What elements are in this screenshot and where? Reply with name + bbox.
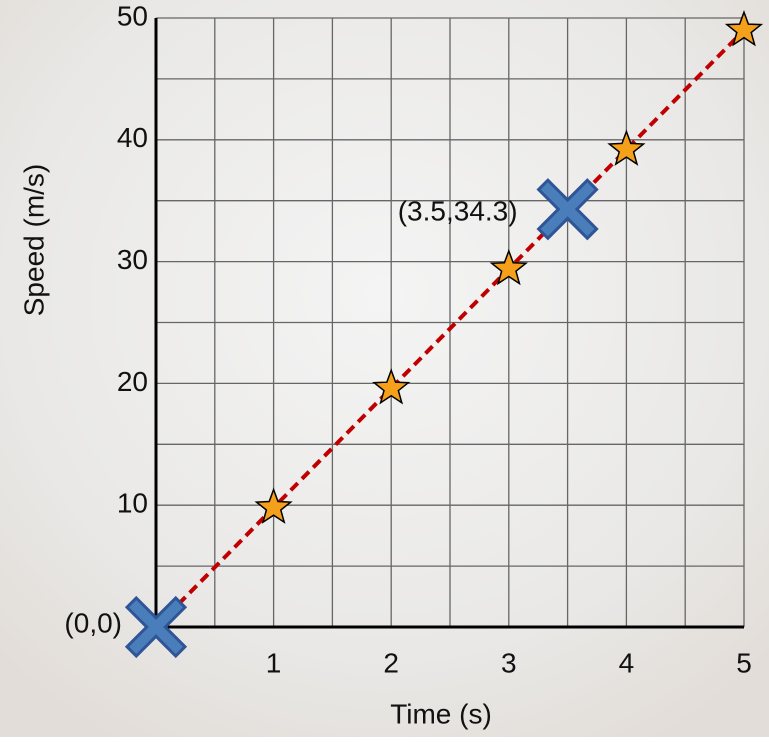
- chart: 123451020304050(0,0)(3.5,34.3) Time (s) …: [0, 0, 769, 737]
- x-tick-label: 3: [501, 647, 517, 678]
- x-tick-label: 5: [736, 647, 752, 678]
- x-tick-label: 2: [383, 647, 399, 678]
- y-tick-label: 30: [117, 244, 148, 275]
- point-label: (0,0): [64, 607, 122, 638]
- y-tick-label: 20: [117, 366, 148, 397]
- point-label: (3.5,34.3): [398, 196, 518, 227]
- y-tick-label: 50: [117, 0, 148, 31]
- y-tick-label: 40: [117, 122, 148, 153]
- x-tick-label: 1: [266, 647, 282, 678]
- y-tick-label: 10: [117, 488, 148, 519]
- x-axis-label: Time (s): [390, 698, 492, 729]
- x-tick-label: 4: [619, 647, 635, 678]
- y-axis-label: Speed (m/s): [18, 164, 49, 317]
